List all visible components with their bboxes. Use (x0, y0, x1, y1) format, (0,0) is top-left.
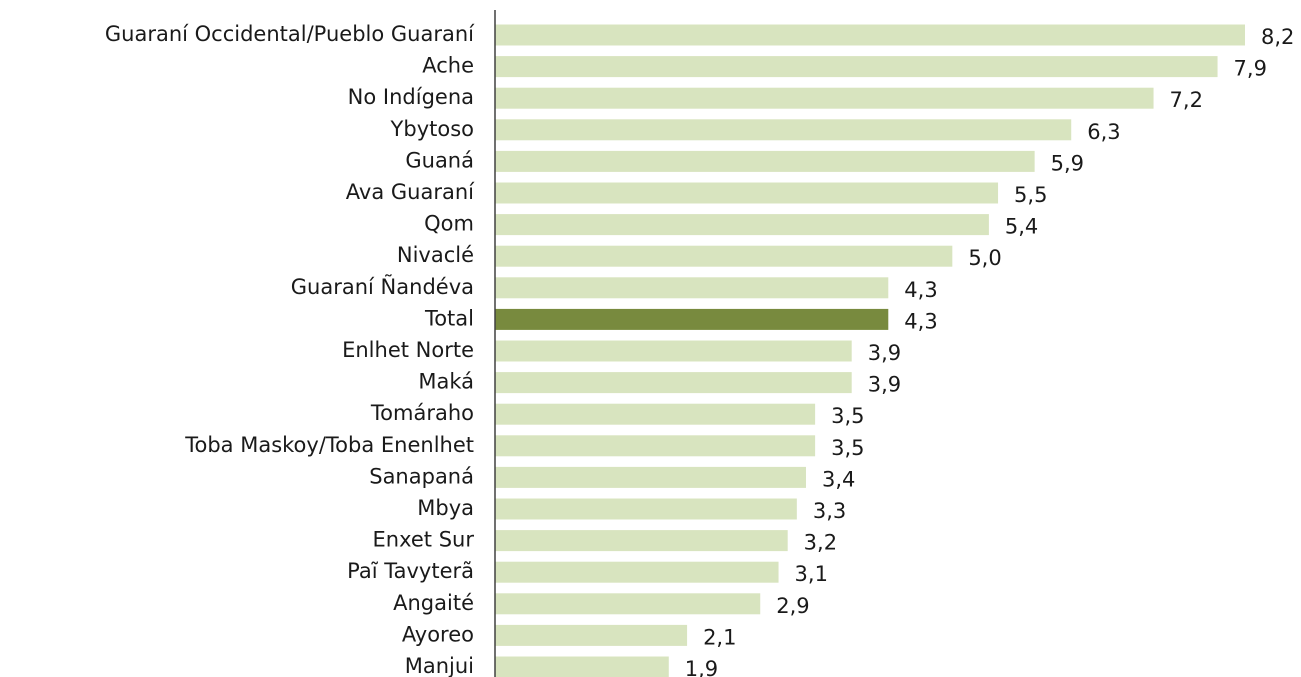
category-label: Guaraní Ñandéva (291, 273, 474, 299)
category-label: No Indígena (348, 85, 474, 109)
value-label: 3,1 (795, 562, 828, 586)
category-label: Guaná (405, 148, 474, 172)
bar (495, 340, 852, 362)
category-label: Ayoreo (402, 622, 474, 646)
value-label: 3,3 (813, 499, 846, 523)
category-label: Nivaclé (397, 243, 474, 267)
value-label: 3,5 (831, 404, 864, 428)
category-label: Tomáraho (370, 401, 474, 425)
value-label: 2,1 (703, 625, 736, 649)
bar (495, 403, 816, 425)
category-label: Mbya (417, 496, 474, 520)
category-label: Ybytoso (390, 117, 474, 141)
value-label: 3,4 (822, 467, 855, 491)
bar (495, 150, 1035, 172)
bar (495, 624, 688, 646)
category-label: Angaité (393, 591, 474, 615)
bar (495, 561, 779, 583)
bar (495, 498, 797, 520)
bar (495, 119, 1072, 141)
bar (495, 308, 889, 330)
category-label: Manjui (405, 654, 474, 677)
value-label: 5,0 (968, 246, 1001, 270)
category-label: Paĩ Tavyterã (347, 559, 474, 583)
bar (495, 593, 761, 615)
category-label: Toba Maskoy/Toba Enenlhet (184, 433, 474, 457)
value-label: 5,4 (1005, 215, 1038, 239)
bar (495, 214, 989, 236)
category-label: Guaraní Occidental/Pueblo Guaraní (105, 22, 475, 46)
bar (495, 182, 999, 204)
bar (495, 87, 1154, 109)
bar (495, 245, 953, 267)
category-label: Ava Guaraní (346, 180, 475, 204)
bar (495, 24, 1245, 46)
category-label: Sanapaná (369, 464, 474, 488)
category-label: Total (424, 306, 474, 330)
category-label: Maká (418, 370, 474, 394)
value-label: 7,9 (1234, 57, 1267, 81)
category-label: Ache (422, 54, 474, 78)
bar (495, 56, 1218, 78)
bar (495, 466, 806, 488)
value-label: 8,2 (1261, 25, 1294, 49)
value-label: 3,9 (868, 373, 901, 397)
value-label: 5,5 (1014, 183, 1047, 207)
category-label: Qom (424, 212, 474, 236)
category-label: Enxet Sur (373, 528, 475, 552)
value-label: 1,9 (685, 657, 718, 677)
value-label: 4,3 (904, 309, 937, 333)
bar (495, 656, 669, 677)
category-label: Enlhet Norte (342, 338, 474, 362)
value-label: 3,5 (831, 436, 864, 460)
bar (495, 372, 852, 394)
value-label: 7,2 (1170, 88, 1203, 112)
value-label: 3,2 (804, 531, 837, 555)
value-label: 3,9 (868, 341, 901, 365)
value-label: 5,9 (1051, 151, 1084, 175)
value-label: 2,9 (776, 594, 809, 618)
value-label: 6,3 (1087, 120, 1120, 144)
bar (495, 277, 889, 299)
bar (495, 530, 788, 552)
bar (495, 435, 816, 457)
value-label: 4,3 (904, 278, 937, 302)
